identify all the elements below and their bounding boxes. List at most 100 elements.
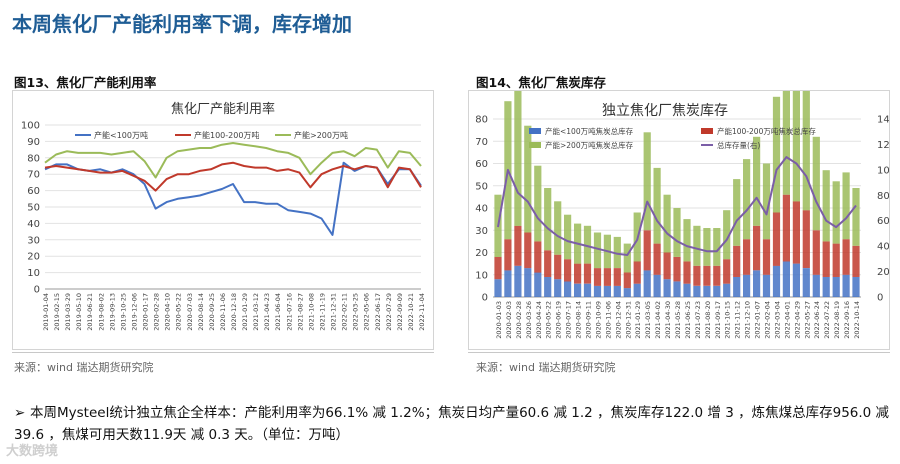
bar-segment: [554, 254, 562, 280]
bar-segment: [812, 274, 820, 298]
left-divider: [12, 352, 434, 353]
y-tick-label: 40: [475, 204, 488, 215]
x-tick-label: 2020-11-06: [219, 293, 227, 331]
series-line: [44, 161, 422, 236]
bar-segment: [753, 270, 761, 297]
bar-segment: [683, 219, 691, 262]
y2-tick-label: 80: [877, 191, 889, 202]
y2-tick-label: 20: [877, 267, 889, 278]
legend-label: 产能>200万吨焦炭总库存: [545, 140, 634, 150]
x-tick-label: 2020-04-10: [164, 293, 172, 331]
y2-tick-label: 40: [877, 242, 889, 253]
bar-segment: [733, 179, 741, 246]
x-tick-label: 2021-03-12: [252, 293, 260, 331]
x-tick-label: 2019-09-13: [108, 293, 116, 331]
bar-segment: [832, 277, 840, 297]
bar-segment: [703, 285, 711, 297]
y2-tick-label: 100: [877, 165, 889, 176]
bar-segment: [653, 167, 661, 244]
left-panel-title: 图13、焦化厂产能利用率: [14, 75, 157, 90]
x-tick-label: 2020-02-03: [505, 301, 513, 339]
bar-segment: [593, 232, 602, 269]
x-tick-label: 2019-02-15: [53, 293, 61, 331]
bar-segment: [832, 243, 840, 277]
x-tick-label: 2019-08-02: [97, 293, 105, 331]
y-tick-label: 40: [27, 219, 40, 230]
x-tick-label: 2021-06-04: [274, 293, 282, 331]
bar-segment: [713, 265, 721, 286]
x-tick-label: 2021-01-29: [634, 301, 642, 339]
x-tick-label: 2022-08-19: [833, 301, 841, 339]
bar-segment: [842, 239, 850, 275]
x-tick-label: 2021-01-29: [241, 293, 249, 331]
bar-segment: [822, 241, 830, 277]
bar-segment: [593, 268, 602, 286]
bar-segment: [822, 277, 830, 297]
bar-segment: [733, 277, 741, 297]
bar-segment: [643, 270, 651, 297]
x-tick-label: 2019-06-21: [86, 293, 94, 331]
bar-segment: [574, 283, 582, 297]
x-tick-label: 2022-11-04: [418, 293, 426, 331]
bar-segment: [554, 279, 562, 297]
y-tick-label: 10: [27, 268, 40, 279]
right-chart-frame: 独立焦化厂焦炭库存 0 10 20 30 40 50 60 70 80 0 20 40 60 80 100 12…: [468, 61, 896, 350]
bar-segment: [633, 261, 641, 284]
bar-segment: [683, 283, 691, 297]
bar-segment: [782, 261, 790, 297]
bar-segment: [583, 225, 592, 264]
y-tick-label: 50: [475, 181, 488, 192]
x-tick-label: 2020-08-14: [197, 293, 205, 331]
series-line: [44, 142, 422, 179]
x-tick-label: 2022-06-17: [374, 293, 382, 331]
bar-segment: [593, 285, 602, 297]
y-tick-label: 0: [34, 285, 40, 296]
bar-segment: [822, 170, 830, 242]
bar-segment: [762, 239, 771, 275]
bar-segment: [802, 90, 810, 211]
x-tick-label: 2020-07-17: [565, 301, 573, 339]
x-tick-label: 2020-02-28: [515, 301, 523, 339]
x-tick-label: 2021-06-25: [684, 301, 692, 339]
x-tick-label: 2022-04-01: [783, 301, 791, 339]
summary-text: 本周Mysteel统计独立焦企全样本：产能利用率为66.1% 减 1.2%；焦炭…: [14, 405, 890, 443]
bar-segment: [534, 272, 542, 297]
y-tick-label: 10: [475, 270, 488, 281]
bar-segment: [643, 230, 651, 271]
right-divider: [468, 352, 890, 353]
x-tick-label: 2020-09-25: [208, 293, 216, 331]
bar-segment: [643, 132, 651, 231]
x-tick-label: 2020-05-22: [545, 301, 553, 339]
bar-segment: [713, 228, 721, 266]
bar-segment: [623, 288, 631, 297]
bar-segment: [772, 96, 781, 213]
y-tick-label: 0: [482, 293, 488, 304]
y2-tick-label: 0: [877, 293, 883, 304]
x-tick-label: 2020-09-11: [584, 301, 592, 339]
capacity-utilization-chart: 焦化厂产能利用率 0 10 20 30 40 50 60 70 80 90 100 2019-01-04…: [21, 101, 426, 331]
legend-swatch: [701, 128, 713, 134]
bar-segment: [762, 163, 771, 240]
bar-segment: [792, 263, 800, 297]
x-tick-label: 2020-03-26: [525, 301, 533, 339]
bar-segment: [673, 281, 681, 297]
bar-segment: [514, 70, 522, 226]
bar-segment: [504, 239, 512, 271]
x-tick-label: 2021-09-17: [714, 301, 722, 339]
bar-segment: [514, 225, 522, 266]
bar-segment: [663, 279, 671, 297]
x-tick-label: 2020-12-31: [624, 301, 632, 339]
bar-segment: [663, 194, 671, 253]
x-tick-label: 2020-10-09: [594, 301, 602, 339]
bar-segment: [613, 268, 621, 286]
x-tick-label: 2020-11-06: [604, 301, 612, 339]
x-tick-label: 2020-12-04: [614, 301, 622, 339]
y-tick-label: 20: [27, 252, 40, 263]
x-tick-label: 2019-05-10: [75, 293, 83, 331]
x-tick-label: 2021-12-31: [330, 293, 338, 331]
summary-bullet: ➢ 本周Mysteel统计独立焦企全样本：产能利用率为66.1% 减 1.2%；焦…: [14, 402, 894, 446]
x-tick-label: 2019-10-25: [119, 293, 127, 331]
bar-segment: [673, 208, 681, 257]
bar-segment: [703, 265, 711, 286]
bar-segment: [802, 268, 810, 297]
